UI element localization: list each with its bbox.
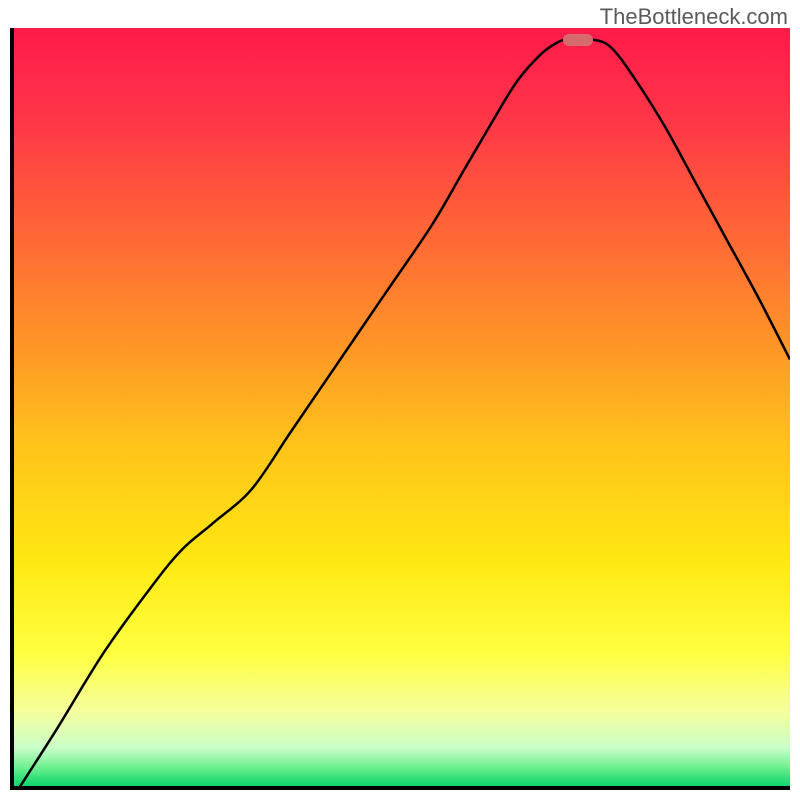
bottleneck-curve	[18, 39, 790, 790]
y-axis	[10, 28, 14, 790]
optimal-point-marker	[563, 34, 593, 46]
x-axis	[10, 786, 790, 790]
curve-layer	[10, 28, 790, 790]
bottleneck-chart	[10, 28, 790, 790]
watermark-text: TheBottleneck.com	[600, 4, 788, 30]
